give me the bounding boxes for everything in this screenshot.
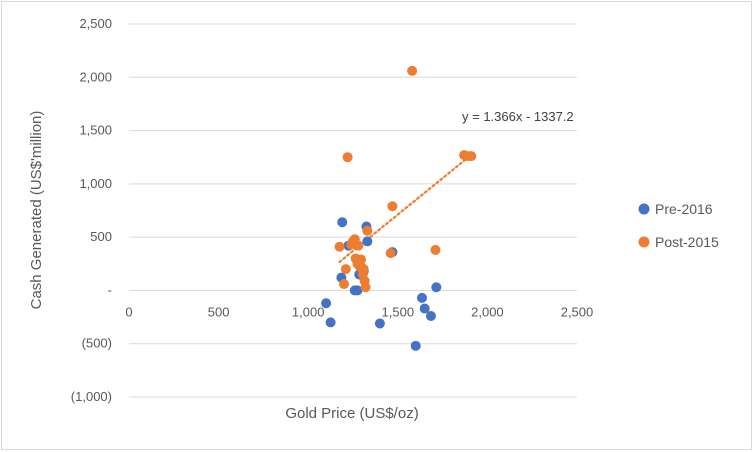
- series-post-2015: [334, 65, 477, 293]
- data-point: [430, 244, 441, 255]
- y-axis-title: Cash Generated (US$'million): [28, 111, 45, 310]
- legend-marker: [638, 203, 650, 215]
- data-point: [466, 151, 477, 162]
- data-point: [385, 248, 396, 259]
- y-tick-label: (500): [82, 336, 112, 351]
- data-points: [321, 65, 477, 351]
- y-tick-labels: (1,000) (500) - 500 1,000 1,500 2,000 2,500: [71, 16, 112, 404]
- data-point: [431, 282, 442, 293]
- data-point: [339, 279, 350, 290]
- data-point: [321, 298, 332, 309]
- gridlines: [129, 23, 577, 398]
- legend: Pre-2016 Post-2015: [638, 201, 719, 250]
- data-point: [352, 285, 363, 296]
- data-point: [358, 264, 369, 275]
- data-point: [362, 225, 373, 236]
- data-point: [362, 236, 373, 247]
- data-point: [356, 254, 367, 265]
- data-point: [416, 292, 427, 303]
- data-point: [410, 340, 421, 351]
- data-point: [334, 241, 345, 252]
- y-tick-label: 500: [90, 229, 112, 244]
- data-point: [342, 152, 353, 163]
- data-point: [425, 311, 436, 322]
- y-tick-label: (1,000): [71, 389, 112, 404]
- data-point: [337, 217, 348, 228]
- x-tick-label: 0: [125, 304, 132, 319]
- x-axis-title: Gold Price (US$/oz): [285, 405, 418, 422]
- y-tick-label: -: [108, 282, 112, 297]
- data-point: [360, 282, 371, 293]
- legend-label: Pre-2016: [655, 201, 713, 217]
- data-point: [387, 201, 398, 212]
- trendline-group: [338, 153, 473, 263]
- data-point: [353, 240, 364, 251]
- data-point: [407, 65, 418, 76]
- x-tick-label: 2,500: [561, 304, 594, 319]
- x-tick-label: 1,000: [292, 304, 325, 319]
- x-tick-label: 500: [208, 304, 230, 319]
- data-point: [419, 303, 430, 314]
- y-tick-label: 2,500: [79, 16, 112, 31]
- legend-marker: [638, 236, 650, 248]
- data-point: [325, 317, 336, 328]
- data-point: [340, 264, 351, 275]
- x-tick-label: 2,000: [471, 304, 504, 319]
- data-point: [374, 318, 385, 329]
- legend-label: Post-2015: [655, 234, 719, 250]
- y-tick-label: 1,000: [79, 176, 112, 191]
- y-tick-label: 1,500: [79, 123, 112, 138]
- trendline-equation: y = 1.366x - 1337.2: [462, 109, 574, 124]
- y-tick-label: 2,000: [79, 69, 112, 84]
- x-tick-labels: 0 500 1,000 1,500 2,000 2,500: [125, 304, 593, 319]
- trendline: [338, 153, 473, 263]
- x-tick-label: 1,500: [382, 304, 415, 319]
